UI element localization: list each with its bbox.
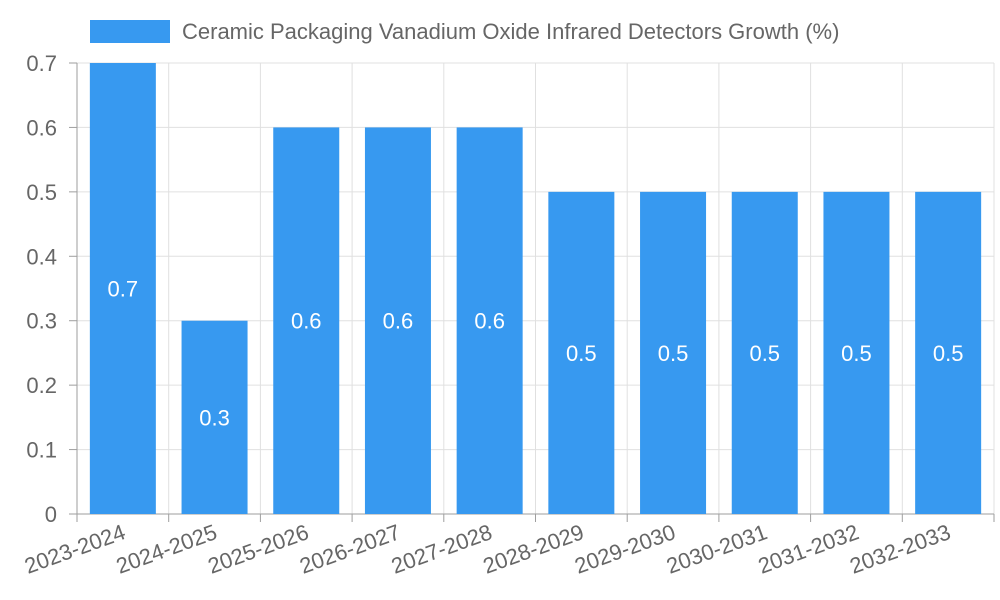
bar-value-label: 0.5 <box>933 341 964 366</box>
x-tick-label: 2031-2032 <box>755 519 862 578</box>
bars <box>89 63 982 514</box>
x-tick-label: 2030-2031 <box>663 519 770 578</box>
x-tick-label: 2026-2027 <box>296 519 403 578</box>
bar-value-label: 0.6 <box>383 309 414 334</box>
bar-value-label: 0.5 <box>749 341 780 366</box>
bar-value-label: 0.3 <box>199 405 230 430</box>
y-tick-label: 0.2 <box>26 373 57 398</box>
y-tick-label: 0 <box>45 502 57 527</box>
data-labels: 0.7 0.3 0.6 0.6 0.6 0.5 0.5 0.5 0.5 0.5 <box>108 277 964 431</box>
legend-label: Ceramic Packaging Vanadium Oxide Infrare… <box>182 19 839 44</box>
x-tick-label: 2032-2033 <box>846 519 953 578</box>
y-tick-label: 0.5 <box>26 180 57 205</box>
bar-2023-2024[interactable] <box>89 63 156 514</box>
x-tick-label: 2024-2025 <box>113 519 220 578</box>
grid-lines <box>77 62 995 515</box>
y-tick-label: 0.3 <box>26 309 57 334</box>
y-tick-label: 0.7 <box>26 51 57 76</box>
x-tick-label: 2029-2030 <box>571 519 678 578</box>
bar-2032-2033[interactable] <box>915 191 982 514</box>
bar-value-label: 0.6 <box>474 309 505 334</box>
bar-value-label: 0.6 <box>291 309 322 334</box>
bar-2028-2029[interactable] <box>548 191 615 514</box>
y-tick-label: 0.4 <box>26 244 57 269</box>
bar-2031-2032[interactable] <box>823 191 890 514</box>
legend-swatch <box>90 20 170 43</box>
bar-2030-2031[interactable] <box>731 191 798 514</box>
bar-2025-2026[interactable] <box>273 127 340 514</box>
bar-value-label: 0.5 <box>841 341 872 366</box>
x-tick-label: 2027-2028 <box>388 519 495 578</box>
bar-value-label: 0.5 <box>658 341 689 366</box>
x-tick-label: 2023-2024 <box>21 519 128 578</box>
bar-value-label: 0.5 <box>566 341 597 366</box>
bar-2024-2025[interactable] <box>181 320 248 514</box>
y-tick-label: 0.6 <box>26 115 57 140</box>
bar-2029-2030[interactable] <box>640 191 707 514</box>
bar-value-label: 0.7 <box>108 277 139 302</box>
legend[interactable]: Ceramic Packaging Vanadium Oxide Infrare… <box>90 19 839 44</box>
bar-2027-2028[interactable] <box>456 127 523 514</box>
bar-2026-2027[interactable] <box>364 127 431 514</box>
x-tick-label: 2028-2029 <box>480 519 587 578</box>
x-tick-label: 2025-2026 <box>205 519 312 578</box>
y-tick-label: 0.1 <box>26 438 57 463</box>
